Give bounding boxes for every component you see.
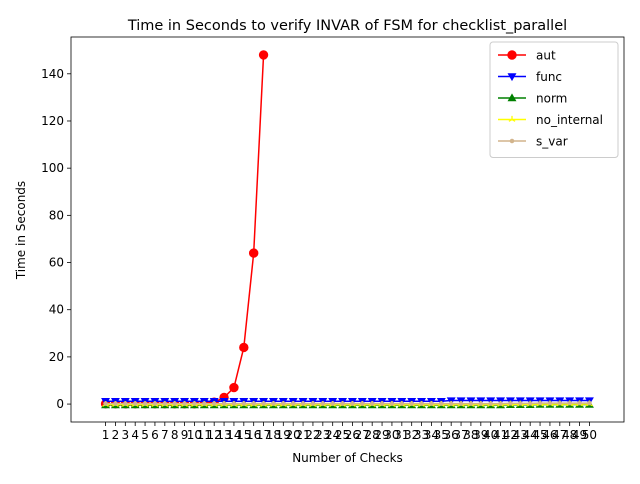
data-point-s-var [489, 402, 493, 406]
data-point-s-var [341, 402, 345, 406]
data-point-s-var [291, 402, 295, 406]
y-tick-label: 0 [56, 397, 64, 411]
x-tick-label: 6 [151, 428, 159, 442]
data-point-s-var [212, 402, 216, 406]
data-point-s-var [499, 402, 503, 406]
data-point-s-var [272, 402, 276, 406]
legend-label-aut: aut [536, 49, 556, 63]
data-point-s-var [568, 401, 572, 405]
x-tick-label: 50 [582, 428, 597, 442]
data-point-s-var [459, 402, 463, 406]
data-point-s-var [153, 402, 157, 406]
series-line-aut [106, 55, 264, 404]
data-point-s-var [351, 402, 355, 406]
data-point-aut [240, 343, 248, 351]
data-point-s-var [242, 402, 246, 406]
data-point-s-var [509, 402, 513, 406]
y-tick-label: 140 [41, 67, 64, 81]
y-tick-label: 60 [49, 256, 64, 270]
data-point-s-var [331, 402, 335, 406]
data-point-s-var [262, 402, 266, 406]
x-tick-label: 7 [161, 428, 169, 442]
data-point-s-var [370, 402, 374, 406]
x-axis-label: Number of Checks [292, 451, 403, 465]
data-point-s-var [449, 402, 453, 406]
data-point-s-var [390, 402, 394, 406]
data-point-s-var [173, 402, 177, 406]
data-point-s-var [410, 402, 414, 406]
data-point-s-var [114, 402, 118, 406]
data-point-s-var [578, 401, 582, 405]
legend-label-norm: norm [536, 92, 567, 106]
data-point-s-var [282, 402, 286, 406]
data-point-s-var [558, 401, 562, 405]
legend-marker-s-var [510, 139, 514, 143]
data-point-s-var [479, 402, 483, 406]
data-point-s-var [232, 402, 236, 406]
y-tick-label: 80 [49, 208, 64, 222]
data-point-s-var [548, 401, 552, 405]
data-point-s-var [222, 402, 226, 406]
chart-title: Time in Seconds to verify INVAR of FSM f… [127, 18, 567, 34]
y-tick-label: 20 [49, 350, 64, 364]
x-tick-label: 1 [102, 428, 110, 442]
data-point-s-var [183, 402, 187, 406]
data-point-s-var [193, 402, 197, 406]
data-point-s-var [311, 402, 315, 406]
data-point-s-var [430, 402, 434, 406]
data-point-s-var [519, 402, 523, 406]
y-tick-label: 100 [41, 161, 64, 175]
x-tick-label: 8 [171, 428, 179, 442]
legend-marker-aut [508, 51, 516, 59]
data-point-s-var [124, 402, 128, 406]
data-point-s-var [420, 402, 424, 406]
data-point-s-var [440, 402, 444, 406]
data-point-s-var [252, 402, 256, 406]
x-tick-label: 5 [141, 428, 149, 442]
data-point-s-var [301, 402, 305, 406]
x-tick-label: 4 [131, 428, 139, 442]
data-point-s-var [588, 401, 592, 405]
y-tick-label: 120 [41, 114, 64, 128]
data-point-s-var [380, 402, 384, 406]
data-point-aut [249, 249, 257, 257]
series-line-func [106, 401, 590, 402]
legend-label-no-internal: no_internal [536, 113, 603, 127]
data-point-s-var [321, 402, 325, 406]
data-point-s-var [538, 401, 542, 405]
data-point-aut [230, 383, 238, 391]
data-point-s-var [104, 402, 108, 406]
data-point-s-var [163, 402, 167, 406]
data-point-s-var [133, 402, 137, 406]
data-point-s-var [400, 402, 404, 406]
data-point-s-var [203, 402, 207, 406]
x-tick-label: 3 [121, 428, 129, 442]
legend: aut func norm no_internal s_var [490, 42, 618, 158]
legend-label-s-var: s_var [536, 135, 568, 149]
data-point-s-var [469, 402, 473, 406]
x-tick-label: 2 [112, 428, 120, 442]
y-tick-label: 40 [49, 303, 64, 317]
data-point-s-var [361, 402, 365, 406]
data-point-aut [259, 51, 267, 59]
legend-label-func: func [536, 70, 562, 84]
data-point-s-var [528, 402, 532, 406]
data-point-s-var [143, 402, 147, 406]
y-axis-label: Time in Seconds [14, 181, 28, 280]
